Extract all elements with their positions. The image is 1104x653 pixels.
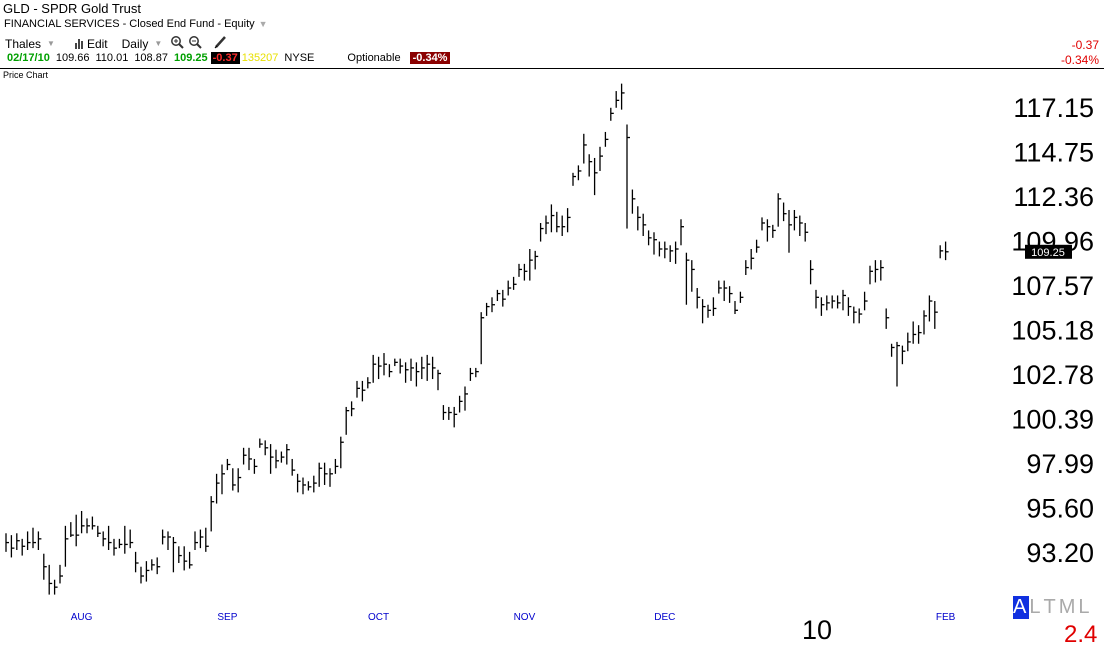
x-tick-label: SEP [217,612,237,623]
y-tick-label: 117.15 [1013,93,1094,123]
chevron-down-icon: ▼ [47,39,55,48]
quote-pct: -0.34% [409,52,451,64]
quote-low: 108.87 [134,52,168,64]
y-tick-label: 112.36 [1013,182,1094,212]
right-change-abs: -0.37 [1071,38,1099,52]
last-price-text: 109.25 [1031,247,1065,259]
quote-last: 109.25 [173,52,208,64]
optionable-label: Optionable [347,52,401,64]
x-tick-label: DEC [654,612,675,623]
y-tick-label: 107.57 [1011,271,1094,301]
x-tick-label: OCT [368,612,389,623]
quote-high: 110.01 [95,52,129,64]
x-tick-label: NOV [514,612,536,623]
year-label: 10 [802,615,833,645]
account-dropdown[interactable]: Thales ▼ [5,37,55,51]
x-tick-label: AUG [71,612,93,623]
quote-exchange: NYSE [284,52,315,64]
toolbar: Thales ▼ Edit Daily ▼ [5,35,228,52]
y-tick-label: 114.75 [1013,138,1094,168]
header-bar: GLD - SPDR Gold Trust FINANCIAL SERVICES… [0,0,1104,70]
x-tick-label: FEB [936,612,956,623]
bar-chart-icon [74,38,83,49]
edit-button[interactable]: Edit [74,36,108,51]
mode-t[interactable]: T [1043,596,1059,618]
y-tick-label: 105.18 [1011,315,1094,345]
quote-open: 109.66 [55,52,90,64]
indicator-value: 2.4 [1064,621,1098,648]
account-label: Thales [5,36,42,51]
mode-l2[interactable]: L [1078,596,1093,618]
edit-label: Edit [86,36,108,51]
right-change-pct: -0.34% [1060,53,1099,67]
price-chart[interactable]: 117.15114.75112.36109.96107.57105.18102.… [0,70,1104,653]
mode-m[interactable]: M [1058,596,1079,618]
quote-volume: 135207 [241,52,279,64]
y-tick-label: 95.60 [1026,493,1094,523]
quote-line: 02/17/10 109.66 110.01 108.87 109.25 -0.… [0,52,456,64]
subtitle-dropdown-icon[interactable]: ▼ [258,19,268,29]
y-tick-label: 97.99 [1026,449,1094,479]
draw-pencil-icon[interactable] [214,35,228,52]
y-tick-label: 100.39 [1011,404,1094,434]
y-tick-label: 102.78 [1011,360,1094,390]
zoom-out-icon[interactable] [188,35,202,52]
mode-l[interactable]: L [1029,596,1044,618]
period-dropdown[interactable]: Daily ▼ [122,37,163,51]
chart-label: Price Chart [3,70,49,80]
quote-date: 02/17/10 [7,52,50,64]
sector-subtitle: FINANCIAL SERVICES - Closed End Fund - E… [4,18,268,30]
y-tick-label: 93.20 [1026,538,1094,568]
mode-selector: A L T M L [1013,596,1092,619]
quote-change: -0.37 [210,52,240,64]
sector-text: FINANCIAL SERVICES - Closed End Fund - E… [4,18,255,30]
mode-a[interactable]: A [1013,596,1030,619]
chevron-down-icon: ▼ [154,39,163,48]
symbol-title: GLD - SPDR Gold Trust [3,1,141,16]
zoom-in-icon[interactable] [170,35,184,52]
period-label: Daily [121,36,149,51]
last-price-tag [1025,244,1072,259]
header-divider [0,68,1104,69]
